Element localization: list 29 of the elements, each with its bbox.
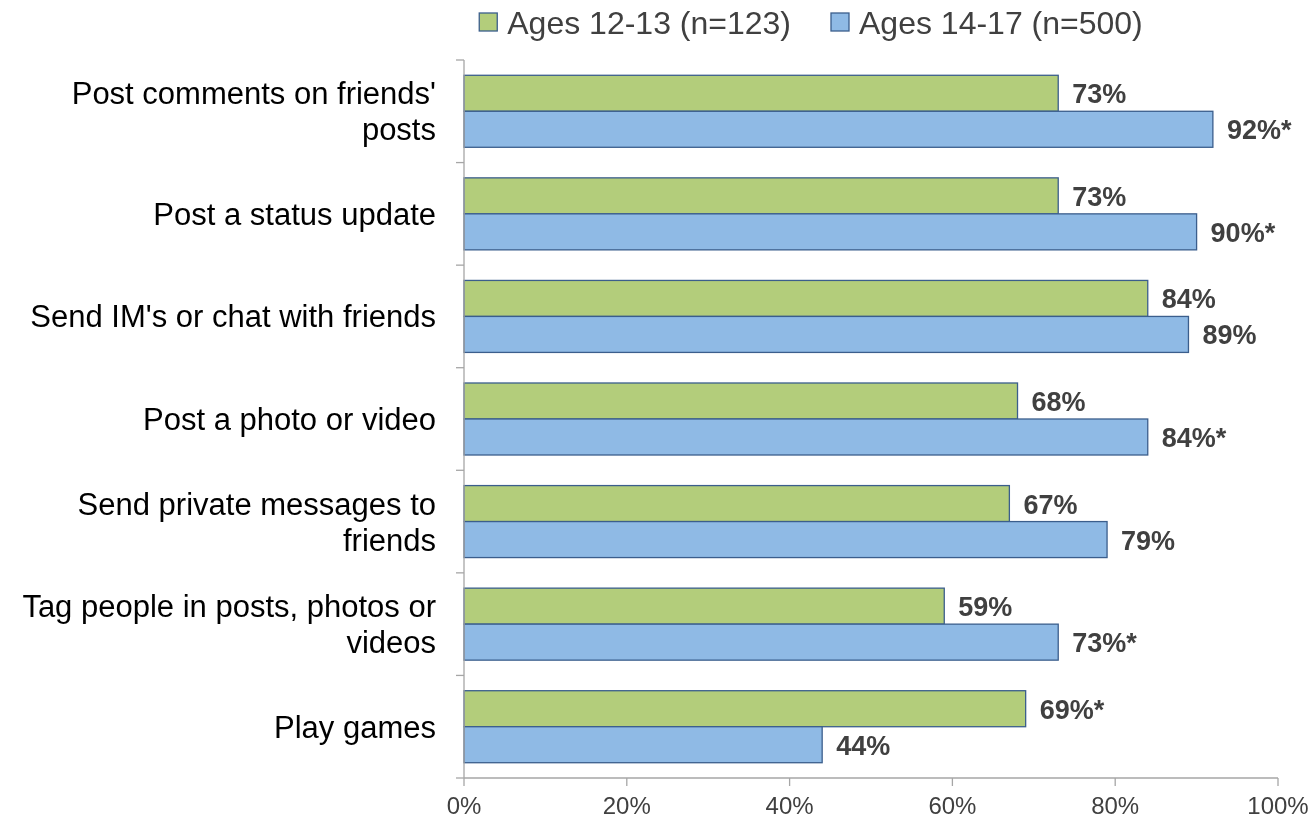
legend-label: Ages 12-13 (n=123) xyxy=(507,5,791,41)
data-label: 73%* xyxy=(1072,628,1138,659)
data-label: 84%* xyxy=(1161,423,1227,453)
x-tick-label: 100% xyxy=(1247,792,1309,819)
y-tick-label: Tag people in posts, photos or videos xyxy=(22,589,436,661)
data-label: 73% xyxy=(1072,181,1127,212)
data-label: 92%* xyxy=(1226,115,1292,146)
x-tick-label: 20% xyxy=(602,792,651,819)
y-tick-label: Send IM's or chat with friends xyxy=(30,299,436,335)
y-tick-label: Post a photo or video xyxy=(143,402,436,437)
data-label: 84% xyxy=(1161,284,1216,315)
x-tick-label: 80% xyxy=(1091,792,1140,819)
data-label: 68% xyxy=(1031,387,1086,417)
data-label: 73% xyxy=(1072,79,1127,110)
y-tick-label: Post a status update xyxy=(153,196,436,232)
data-label: 67% xyxy=(1023,489,1078,520)
x-tick-label: 60% xyxy=(928,792,977,819)
x-tick-label: 40% xyxy=(765,792,814,819)
y-tick-label: Send private messages to friends xyxy=(77,486,436,558)
data-label: 90%* xyxy=(1210,217,1276,248)
y-tick-label: Play games xyxy=(274,709,436,745)
y-tick-label: Post comments on friends' posts xyxy=(71,76,436,148)
data-label: 79% xyxy=(1121,525,1176,556)
data-label: 69%* xyxy=(1039,694,1105,725)
legend-label: Ages 14-17 (n=500) xyxy=(859,5,1143,41)
data-label: 44% xyxy=(836,730,891,761)
data-label: 89% xyxy=(1202,320,1257,351)
data-label: 59% xyxy=(958,592,1013,623)
x-tick-label: 0% xyxy=(446,792,482,819)
